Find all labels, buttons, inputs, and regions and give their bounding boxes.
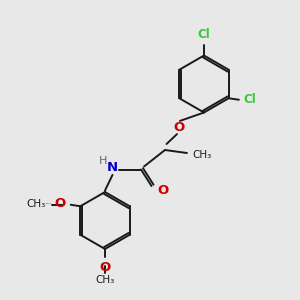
Text: O: O (158, 184, 169, 197)
Text: CH₃: CH₃ (27, 199, 46, 209)
Text: CH₃: CH₃ (95, 275, 115, 285)
Text: CH₃: CH₃ (192, 149, 211, 160)
Text: H: H (99, 156, 107, 166)
Text: methoxy: methoxy (46, 203, 52, 205)
Text: Cl: Cl (244, 93, 256, 106)
Text: N: N (107, 160, 118, 174)
Text: O: O (99, 261, 111, 274)
Text: O: O (54, 197, 65, 210)
Text: O: O (173, 121, 184, 134)
Text: Cl: Cl (198, 28, 210, 40)
